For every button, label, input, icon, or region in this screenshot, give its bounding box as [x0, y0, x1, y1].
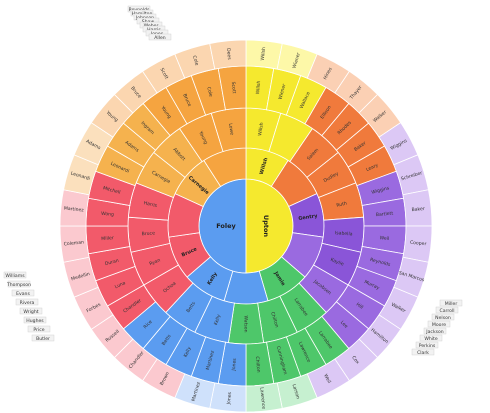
- sunburst-segment[interactable]: Willsh: [245, 39, 283, 70]
- center-label-right: Upton: [262, 215, 270, 238]
- outer-label: Butler: [31, 334, 55, 342]
- outer-label: Nelson: [431, 313, 455, 321]
- sunburst-segment[interactable]: Coleman: [59, 225, 90, 263]
- sunburst-segment[interactable]: Martinez: [59, 189, 90, 227]
- segment-label: Willsh: [259, 157, 270, 176]
- outer-label: Carroll: [435, 306, 459, 314]
- outer-label: Wright: [19, 307, 43, 315]
- segment-label: Gentry: [298, 213, 319, 222]
- sunburst-segment[interactable]: Dees: [209, 39, 247, 70]
- outer-label: Price: [27, 325, 51, 333]
- outer-label: Williams: [3, 271, 27, 279]
- sunburst-segment[interactable]: Cooper: [402, 225, 433, 263]
- sunburst-segment[interactable]: Jones: [209, 382, 247, 413]
- outer-label: Thompson: [6, 280, 31, 288]
- outer-label: Evans: [11, 289, 35, 297]
- outer-label: Hughes: [23, 316, 47, 324]
- outer-label: Allen: [148, 33, 172, 41]
- sunburst-segment[interactable]: Carnegie: [174, 159, 222, 208]
- outer-label: Jackson: [423, 327, 447, 335]
- outer-label: Perkins: [415, 341, 439, 349]
- outer-label: White: [419, 334, 443, 342]
- center-label-left: Foley: [216, 222, 236, 230]
- sunburst-segment[interactable]: Lawrence: [245, 382, 283, 413]
- outer-label: Clark: [411, 348, 435, 356]
- outer-label: Rivera: [15, 298, 39, 306]
- sunburst-segment[interactable]: Baker: [402, 189, 433, 227]
- outer-label: Miller: [439, 299, 463, 307]
- outer-label: Moore: [427, 320, 451, 328]
